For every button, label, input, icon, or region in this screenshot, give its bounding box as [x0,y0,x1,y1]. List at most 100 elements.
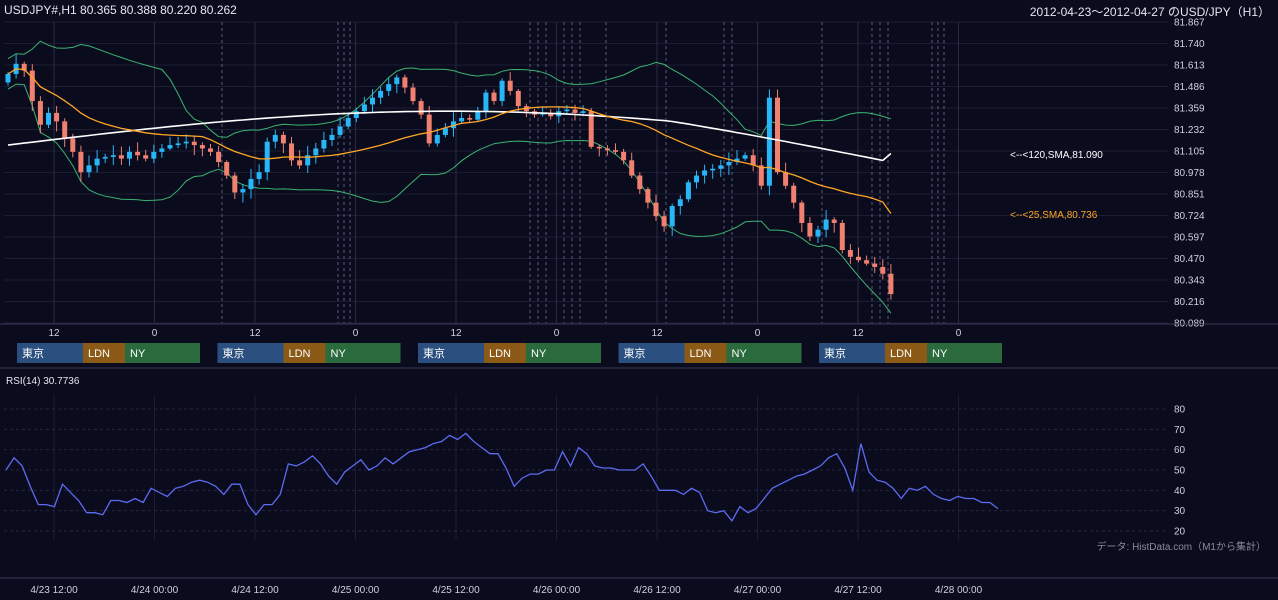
chart-period-title: 2012-04-23～2012-04-27 のUSD/JPY（H1） [1029,5,1270,19]
bull-candle [451,121,456,129]
bull-candle [151,151,157,159]
rsi-tick-label: 70 [1174,425,1186,436]
bear-candle [888,273,894,295]
bull-candle [361,104,367,112]
price-tick-label: 80.724 [1174,211,1205,222]
bull-candle [823,219,829,230]
bear-candle [839,222,845,251]
rsi-x-tick-label: 4/27 12:00 [834,585,882,596]
session-block [927,343,1002,363]
bull-candle [677,199,683,207]
bull-candle [353,111,359,118]
bear-candle [507,80,513,91]
bear-candle [596,146,602,149]
bull-candle [434,134,440,144]
bull-candle [710,168,716,171]
bear-candle [62,121,68,139]
bear-candle [613,150,618,152]
session-label: LDN [88,348,110,360]
rsi-line [5,432,999,522]
price-tick-label: 80.978 [1174,168,1205,179]
bear-candle [191,141,197,146]
price-tick-label: 81.486 [1174,82,1205,93]
bear-candle [418,101,424,115]
bull-candle [442,128,448,135]
bollinger-lower [7,83,892,314]
bull-candle [102,156,108,159]
session-block [325,343,401,363]
session-block [819,343,885,363]
session-block [125,343,200,363]
bear-candle [70,138,76,152]
bull-candle [370,97,375,105]
bear-candle [629,160,635,176]
rsi-x-tick-label: 4/28 00:00 [935,585,983,596]
bull-candle [272,134,278,142]
bear-candle [29,70,35,102]
bear-candle [548,112,554,117]
bull-candle [110,155,116,157]
axes-layer: 81.867 81.740 81.613 81.486 81.359 81.232 81.1… [0,18,1278,579]
bull-candle [499,80,505,102]
main-x-tick-label: 12 [651,328,663,339]
bear-candle [775,97,780,173]
bull-candle [167,145,173,149]
session-block [684,343,727,363]
bull-candle [483,92,489,112]
bear-candle [118,155,124,159]
bear-candle [791,185,797,203]
bull-candle [248,178,254,190]
data-source-note: データ: HistData.com（M1から集計） [1097,540,1266,553]
bear-candle [232,175,238,193]
main-x-tick-label: 12 [450,328,462,339]
session-block [418,343,484,363]
rsi-tick-label: 40 [1174,486,1186,497]
bear-candle [750,155,756,166]
bear-candle [21,63,27,71]
bull-candle [329,134,335,140]
bull-candle [86,165,92,173]
main-x-tick-label: 0 [956,328,962,339]
price-tick-label: 80.216 [1174,297,1205,308]
session-bar: 東京 LDN NY 東京 LDN NY 東京 LDN NY 東京 LDN NY 東京 LDN NY [17,343,1002,363]
bear-candle [847,250,853,257]
price-tick-label: 80.343 [1174,276,1205,287]
bull-candle [159,148,165,152]
rsi-tick-label: 50 [1174,466,1186,477]
sma25-label: <--<25,SMA,80.736 [1010,210,1098,221]
rsi-tick-label: 60 [1174,445,1186,456]
bear-candle [645,189,651,203]
bull-candle [305,155,311,166]
bear-candle [135,151,141,156]
bull-candle [386,84,392,91]
main-x-tick-label: 0 [353,328,359,339]
bull-candle [256,172,262,179]
price-tick-label: 81.740 [1174,39,1205,50]
price-tick-label: 81.359 [1174,104,1205,115]
bull-candle [815,229,821,237]
session-block [83,343,125,363]
session-block [283,343,326,363]
sma120-label: <--<120,SMA,81.090 [1010,150,1103,161]
bear-candle [880,266,886,274]
moving-average-lines [7,68,892,214]
chart-symbol-header: USDJPY#,H1 80.365 80.388 80.220 80.262 [4,3,237,17]
bear-candle [637,175,643,190]
bear-candle [856,256,861,261]
bear-candle [661,216,667,227]
session-block [726,343,802,363]
session-label: NY [331,348,347,360]
bull-candle [127,151,132,159]
bear-candle [604,148,610,151]
rsi-x-tick-label: 4/25 00:00 [332,585,380,596]
bear-candle [297,160,303,166]
session-label: 東京 [423,346,445,360]
bull-candle [742,155,748,159]
bear-candle [54,112,60,122]
bear-candle [216,151,222,163]
main-x-tick-label: 0 [755,328,761,339]
bull-candle [564,109,570,112]
price-tick-label: 80.597 [1174,233,1205,244]
rsi-x-tick-label: 4/27 00:00 [734,585,782,596]
rsi-x-tick-label: 4/24 12:00 [231,585,279,596]
